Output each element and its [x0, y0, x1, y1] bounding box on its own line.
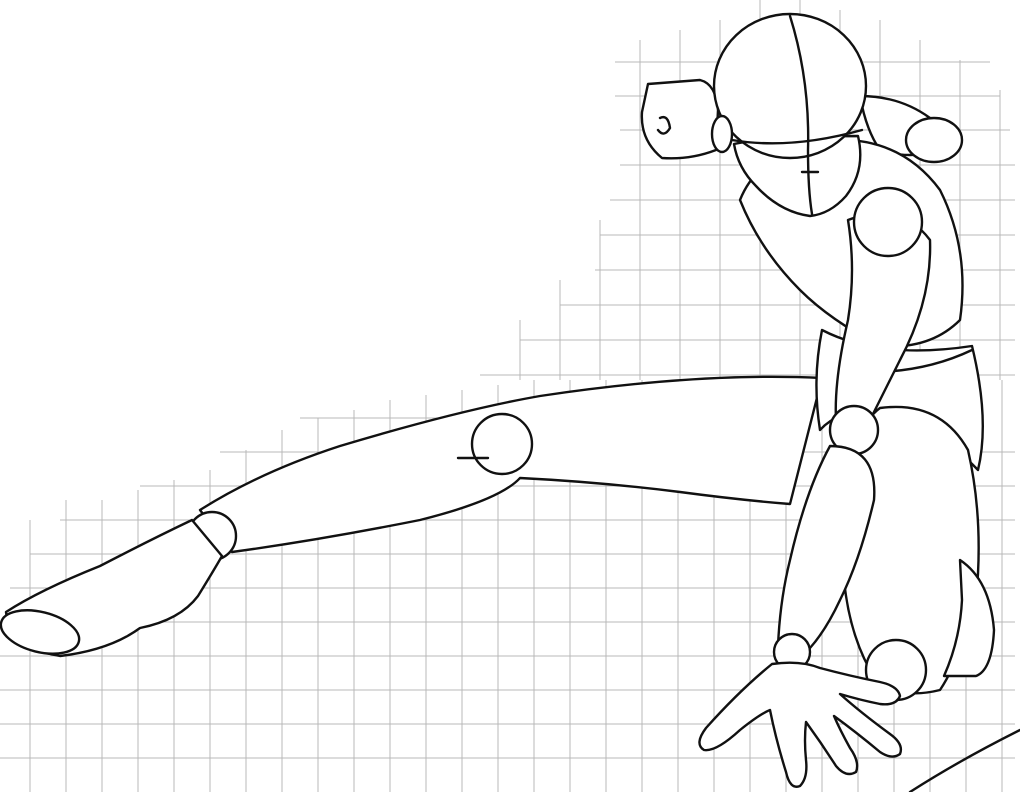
head: [710, 12, 868, 218]
shoulder-joint: [852, 186, 924, 258]
front-upper-arm: [834, 212, 932, 422]
brow-line: [730, 128, 864, 145]
face-center-line: [788, 14, 814, 216]
back-arm: [640, 78, 964, 164]
front-arm: [698, 186, 932, 788]
extended-knee-joint: [470, 412, 534, 476]
back-fist-knuckle-mark: [656, 115, 672, 135]
toe-tip: [0, 609, 81, 655]
ground-fragment: [908, 728, 1020, 792]
back-fist: [640, 78, 720, 160]
bent-leg: [842, 405, 996, 702]
front-forearm: [776, 444, 876, 650]
front-hand: [698, 661, 903, 788]
extended-leg: [0, 375, 824, 658]
cranium: [712, 12, 868, 160]
ear: [710, 114, 734, 154]
ground-curve: [908, 728, 1020, 792]
bent-shin: [942, 558, 996, 678]
back-elbow-joint: [904, 116, 964, 164]
